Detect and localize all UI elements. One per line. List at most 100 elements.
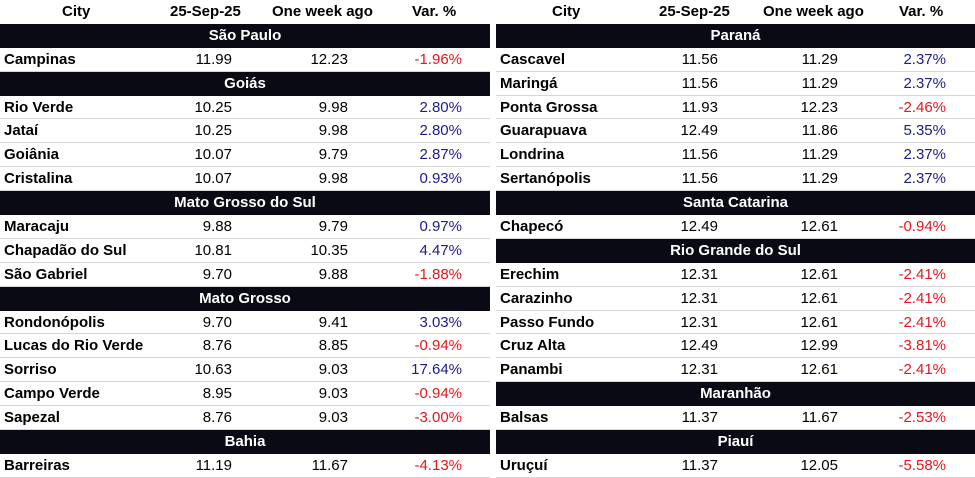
table-row: Cascavel 11.56 11.29 2.37% <box>496 48 975 72</box>
date-value-cell: 12.49 <box>680 122 718 140</box>
table-row: Lucas do Rio Verde 8.76 8.85 -0.94% <box>0 334 490 359</box>
table-row: Uruçuí 11.37 12.05 -5.58% <box>496 454 975 478</box>
table-row: Campo Verde 8.95 9.03 -0.94% <box>0 382 490 407</box>
week-ago-value-cell: 9.79 <box>318 218 348 236</box>
table-row: Campinas 11.99 12.23 -1.96% <box>0 48 490 72</box>
table-row: Sapezal 8.76 9.03 -3.00% <box>0 406 490 431</box>
week-ago-value-cell: 9.03 <box>318 361 348 379</box>
table-row: Erechim 12.31 12.61 -2.41% <box>496 263 975 287</box>
date-value-cell: 8.95 <box>202 385 232 403</box>
date-value-cell: 10.81 <box>194 241 232 259</box>
date-value-cell: 9.88 <box>202 218 232 236</box>
header-week-ago: One week ago <box>272 3 373 20</box>
date-value-cell: 9.70 <box>202 313 232 331</box>
variation-cell: -0.94% <box>414 337 462 355</box>
date-value-cell: 8.76 <box>202 337 232 355</box>
city-cell: Jataí <box>4 122 39 140</box>
header-date: 25-Sep-25 <box>659 3 730 20</box>
date-value-cell: 12.31 <box>680 313 718 331</box>
price-table-left: City 25-Sep-25 One week ago Var. % São P… <box>0 3 490 478</box>
week-ago-value-cell: 9.98 <box>318 98 348 116</box>
variation-cell: 2.37% <box>903 50 946 68</box>
table-row: Cristalina 10.07 9.98 0.93% <box>0 167 490 192</box>
variation-cell: -2.53% <box>898 409 946 427</box>
variation-cell: -2.41% <box>898 313 946 331</box>
city-cell: Barreiras <box>4 456 70 474</box>
variation-cell: 2.80% <box>419 122 462 140</box>
city-cell: Panambi <box>500 361 563 379</box>
week-ago-value-cell: 9.98 <box>318 122 348 140</box>
region-header: Maranhão <box>496 382 975 407</box>
date-value-cell: 12.31 <box>680 289 718 307</box>
variation-cell: -0.94% <box>898 218 946 236</box>
table-row: Rondonópolis 9.70 9.41 3.03% <box>0 311 490 335</box>
variation-cell: 2.37% <box>903 146 946 164</box>
week-ago-value-cell: 12.23 <box>800 98 838 116</box>
date-value-cell: 11.99 <box>195 50 232 68</box>
table-row: Ponta Grossa 11.93 12.23 -2.46% <box>496 96 975 120</box>
variation-cell: 5.35% <box>903 122 946 140</box>
date-value-cell: 11.56 <box>681 74 718 92</box>
city-cell: Passo Fundo <box>500 313 595 331</box>
week-ago-value-cell: 9.03 <box>318 409 348 427</box>
region-header: Paraná <box>496 23 975 48</box>
table-row: Carazinho 12.31 12.61 -2.41% <box>496 287 975 311</box>
table-row: Passo Fundo 12.31 12.61 -2.41% <box>496 311 975 335</box>
variation-cell: 2.80% <box>419 98 462 116</box>
variation-cell: -2.41% <box>898 265 946 283</box>
table-row: Sertanópolis 11.56 11.29 2.37% <box>496 167 975 192</box>
week-ago-value-cell: 11.29 <box>801 146 838 164</box>
week-ago-value-cell: 12.61 <box>800 289 838 307</box>
table-row: Chapadão do Sul 10.81 10.35 4.47% <box>0 239 490 263</box>
week-ago-value-cell: 9.03 <box>318 385 348 403</box>
variation-cell: -3.00% <box>414 409 462 427</box>
date-value-cell: 12.49 <box>680 218 718 236</box>
table-row: Goiânia 10.07 9.79 2.87% <box>0 143 490 168</box>
date-value-cell: 10.25 <box>194 122 232 140</box>
city-cell: Maringá <box>500 74 558 92</box>
variation-cell: -2.41% <box>898 361 946 379</box>
table-row: Jataí 10.25 9.98 2.80% <box>0 119 490 144</box>
city-cell: Erechim <box>500 265 560 283</box>
region-header: Piauí <box>496 430 975 454</box>
variation-cell: 0.93% <box>419 170 462 188</box>
week-ago-value-cell: 8.85 <box>318 337 348 355</box>
city-cell: Cristalina <box>4 170 73 188</box>
header-variation: Var. % <box>412 3 457 20</box>
date-value-cell: 11.56 <box>681 146 718 164</box>
week-ago-value-cell: 11.67 <box>311 456 348 474</box>
table-row: Maringá 11.56 11.29 2.37% <box>496 72 975 96</box>
date-value-cell: 10.63 <box>194 361 232 379</box>
date-value-cell: 12.49 <box>680 337 718 355</box>
region-header: Mato Grosso do Sul <box>0 191 490 216</box>
week-ago-value-cell: 9.88 <box>318 265 348 283</box>
region-header: Santa Catarina <box>496 191 975 216</box>
city-cell: Goiânia <box>4 146 60 164</box>
table-row: Panambi 12.31 12.61 -2.41% <box>496 358 975 383</box>
header-city: City <box>62 3 91 20</box>
date-value-cell: 11.56 <box>681 170 718 188</box>
week-ago-value-cell: 12.99 <box>800 337 838 355</box>
week-ago-value-cell: 9.79 <box>318 146 348 164</box>
variation-cell: -1.96% <box>414 50 462 68</box>
city-cell: Rio Verde <box>4 98 74 116</box>
city-cell: Guarapuava <box>500 122 587 140</box>
week-ago-value-cell: 11.67 <box>801 409 838 427</box>
variation-cell: 2.37% <box>903 170 946 188</box>
week-ago-value-cell: 9.41 <box>318 313 348 331</box>
week-ago-value-cell: 12.05 <box>800 456 838 474</box>
date-value-cell: 10.07 <box>194 146 232 164</box>
week-ago-value-cell: 12.61 <box>800 361 838 379</box>
city-cell: Sertanópolis <box>500 170 591 188</box>
city-cell: Sapezal <box>4 409 60 427</box>
date-value-cell: 10.07 <box>194 170 232 188</box>
variation-cell: 3.03% <box>419 313 462 331</box>
city-cell: Maracaju <box>4 218 70 236</box>
week-ago-value-cell: 12.61 <box>800 265 838 283</box>
week-ago-value-cell: 11.29 <box>801 170 838 188</box>
week-ago-value-cell: 12.61 <box>800 313 838 331</box>
table-row: Sorriso 10.63 9.03 17.64% <box>0 358 490 383</box>
variation-cell: -0.94% <box>414 385 462 403</box>
week-ago-value-cell: 11.29 <box>801 50 838 68</box>
variation-cell: 2.37% <box>903 74 946 92</box>
